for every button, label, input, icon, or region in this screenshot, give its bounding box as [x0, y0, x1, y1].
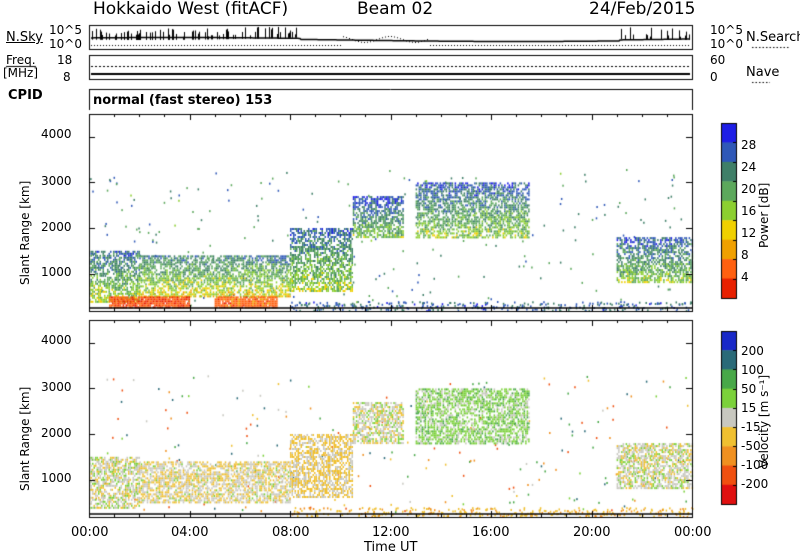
power-ytick-2000: 2000 [41, 220, 72, 234]
vel-ytick-4000: 4000 [41, 333, 72, 347]
vel-ylabel: Slant Range [km] [18, 386, 32, 491]
nave-tick-bottom: 0 [710, 70, 718, 84]
vel-ytick-2000: 2000 [41, 426, 72, 440]
power-cb-tick-28: 28 [741, 138, 757, 152]
freq-tick-top: 18 [57, 53, 73, 67]
nsearch-tick-bottom: 10^0 [710, 37, 743, 51]
xtick-2000: 20:00 [573, 525, 611, 540]
vel-cb-tick-200: 200 [741, 344, 764, 358]
vel-cb-tick-neg50: -50 [741, 439, 761, 453]
nave-label: Nave [746, 65, 780, 80]
station-title: Hokkaido West (fitACF) [93, 0, 289, 19]
freq-tick-bottom: 8 [63, 70, 71, 84]
vel-ytick-3000: 3000 [41, 380, 72, 394]
xtick-2400: 00:00 [674, 525, 712, 540]
power-cb-tick-8: 8 [741, 248, 749, 262]
xaxis-label: Time UT [364, 540, 418, 555]
power-cb-label: Power [dB] [757, 182, 771, 248]
power-cb-tick-24: 24 [741, 160, 757, 174]
xtick-1600: 16:00 [472, 525, 510, 540]
nsky-label: N.Sky [6, 30, 43, 45]
power-ytick-1000: 1000 [41, 265, 72, 279]
power-cb-tick-4: 4 [741, 270, 749, 284]
xtick-0800: 08:00 [272, 525, 310, 540]
vel-cb-tick-15: 15 [741, 401, 757, 415]
vel-cb-tick-neg15: -15 [741, 420, 761, 434]
freq-unit: [MHz] [3, 66, 39, 80]
xtick-0400: 04:00 [171, 525, 209, 540]
power-cb-tick-16: 16 [741, 204, 757, 218]
beam-label: Beam 02 [357, 0, 434, 19]
nsky-tick-bottom: 10^0 [49, 37, 82, 51]
nave-tick-top: 60 [710, 53, 726, 67]
vel-cb-tick-neg200: -200 [741, 477, 769, 491]
power-cb-tick-20: 20 [741, 182, 757, 196]
power-ytick-4000: 4000 [41, 127, 72, 141]
xtick-1200: 12:00 [372, 525, 410, 540]
nsearch-label: N.Search [746, 30, 800, 45]
vel-ytick-1000: 1000 [41, 471, 72, 485]
freq-label: Freq. [6, 53, 36, 67]
vel-cb-tick-50: 50 [741, 382, 757, 396]
vel-cb-label: Velocity [m s⁻¹] [757, 374, 771, 468]
date-label: 24/Feb/2015 [589, 0, 696, 19]
vel-cb-tick-100: 100 [741, 363, 764, 377]
power-ytick-3000: 3000 [41, 174, 72, 188]
xtick-0000: 00:00 [71, 525, 109, 540]
cpid-label: CPID [8, 88, 43, 103]
power-cb-tick-12: 12 [741, 226, 757, 240]
nsearch-tick-top: 10^5 [710, 23, 743, 37]
nsky-tick-top: 10^5 [49, 23, 82, 37]
vel-cb-tick-neg100: -100 [741, 458, 769, 472]
cpid-value: normal (fast stereo) 153 [93, 93, 273, 108]
power-ylabel: Slant Range [km] [18, 180, 32, 285]
